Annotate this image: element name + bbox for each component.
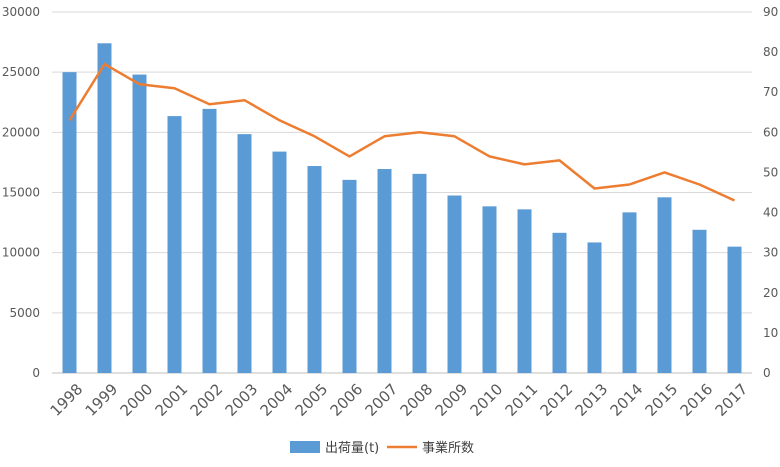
bar bbox=[132, 74, 147, 373]
left-axis-tick-label: 10000 bbox=[2, 246, 40, 260]
right-axis-tick-label: 30 bbox=[763, 246, 778, 260]
x-axis-tick-label: 2015 bbox=[642, 380, 682, 420]
x-axis-tick-label: 2010 bbox=[467, 380, 507, 420]
bar bbox=[482, 206, 497, 373]
x-axis-tick-label: 2005 bbox=[292, 380, 332, 420]
x-axis: 1998199920002001200220032004200520062007… bbox=[47, 380, 752, 420]
bar bbox=[307, 166, 322, 373]
bar bbox=[587, 242, 602, 373]
x-axis-tick-label: 1998 bbox=[47, 380, 87, 420]
bar bbox=[202, 108, 217, 373]
right-axis-tick-label: 80 bbox=[763, 45, 778, 59]
x-axis-tick-label: 2009 bbox=[432, 380, 472, 420]
x-axis-tick-label: 2003 bbox=[222, 380, 262, 420]
x-axis-tick-label: 2007 bbox=[362, 380, 402, 420]
x-axis-tick-label: 2006 bbox=[327, 380, 367, 420]
right-axis-tick-label: 70 bbox=[763, 85, 778, 99]
bar bbox=[167, 116, 182, 374]
bar-series bbox=[62, 43, 742, 374]
left-axis-tick-label: 25000 bbox=[2, 65, 40, 79]
left-axis-tick-label: 15000 bbox=[2, 186, 40, 200]
x-axis-tick-label: 2008 bbox=[397, 380, 437, 420]
x-axis-tick-label: 2004 bbox=[257, 380, 297, 420]
bar bbox=[552, 232, 567, 373]
bar bbox=[517, 209, 532, 373]
bar bbox=[447, 195, 462, 373]
x-axis-tick-label: 2000 bbox=[117, 380, 157, 420]
right-axis-tick-label: 10 bbox=[763, 326, 778, 340]
x-axis-tick-label: 1999 bbox=[82, 380, 122, 420]
line-path bbox=[68, 62, 736, 202]
bar bbox=[692, 229, 707, 373]
bar bbox=[657, 197, 672, 373]
x-axis-tick-label: 2017 bbox=[712, 380, 752, 420]
right-y-axis: 0 10 20 30 40 50 60 70 80 90 bbox=[763, 5, 778, 380]
x-axis-tick-label: 2016 bbox=[677, 380, 717, 420]
right-axis-tick-label: 40 bbox=[763, 206, 778, 220]
left-y-axis: 0 5000 10000 15000 20000 25000 30000 bbox=[2, 5, 40, 380]
right-axis-tick-label: 50 bbox=[763, 165, 778, 179]
x-axis-tick-label: 2012 bbox=[537, 380, 577, 420]
x-axis-tick-label: 2013 bbox=[572, 380, 612, 420]
legend-label-line: 事業所数 bbox=[422, 440, 474, 456]
bar bbox=[727, 246, 742, 373]
x-axis-tick-label: 2014 bbox=[607, 380, 647, 420]
left-axis-tick-label: 0 bbox=[32, 366, 40, 380]
left-axis-tick-label: 20000 bbox=[2, 125, 40, 139]
right-axis-tick-label: 90 bbox=[763, 5, 778, 19]
x-axis-tick-label: 2002 bbox=[187, 380, 227, 420]
line-series bbox=[68, 62, 736, 202]
bar bbox=[342, 179, 357, 373]
right-axis-tick-label: 0 bbox=[763, 366, 771, 380]
legend-swatch-bar bbox=[290, 441, 320, 453]
bar bbox=[97, 43, 112, 373]
right-axis-tick-label: 20 bbox=[763, 286, 778, 300]
legend: 出荷量(t) 事業所数 bbox=[290, 440, 474, 456]
left-axis-tick-label: 5000 bbox=[9, 306, 40, 320]
gridlines bbox=[52, 11, 752, 374]
bar bbox=[622, 212, 637, 373]
bar bbox=[62, 72, 77, 374]
bar bbox=[377, 169, 392, 373]
bar bbox=[412, 173, 427, 373]
legend-label-bar: 出荷量(t) bbox=[325, 441, 379, 456]
x-axis-tick-label: 2011 bbox=[502, 380, 542, 420]
x-axis-tick-label: 2001 bbox=[152, 380, 192, 420]
left-axis-tick-label: 30000 bbox=[2, 5, 40, 19]
bar bbox=[272, 151, 287, 373]
right-axis-tick-label: 60 bbox=[763, 125, 778, 139]
bar bbox=[237, 134, 252, 373]
